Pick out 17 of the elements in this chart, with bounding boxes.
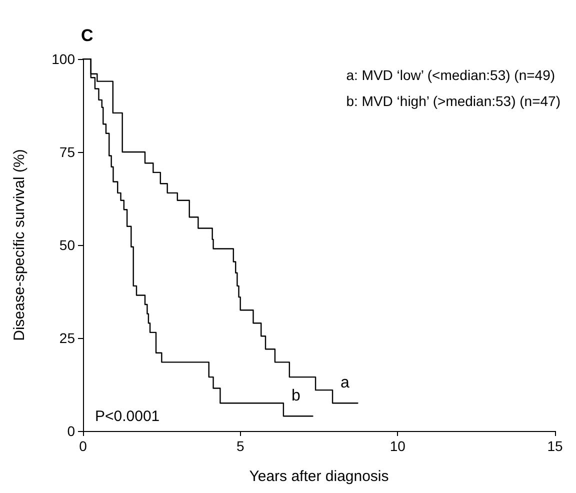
- annotation: b: [291, 388, 300, 405]
- y-tick-label: 50: [59, 237, 76, 253]
- x-tick-label: 5: [236, 438, 244, 454]
- y-tick-label: 25: [59, 330, 76, 346]
- y-tick-label: 75: [59, 144, 76, 160]
- y-tick-label: 100: [52, 51, 76, 67]
- x-axis-title: Years after diagnosis: [249, 468, 389, 485]
- y-axis-title: Disease-specific survival (%): [11, 149, 28, 341]
- y-tick-label: 0: [67, 423, 76, 439]
- x-tick-label: 0: [79, 438, 88, 454]
- x-tick-label: 15: [547, 438, 563, 454]
- chart-title: C: [81, 26, 94, 45]
- annotation: P<0.0001: [95, 408, 160, 425]
- text: b: MVD ‘high’ (>median:53) (n=47): [346, 93, 560, 109]
- x-tick-label: 10: [390, 438, 406, 454]
- text: a: MVD ‘low’ (<median:53) (n=49): [346, 67, 556, 83]
- annotation: a: [340, 374, 350, 392]
